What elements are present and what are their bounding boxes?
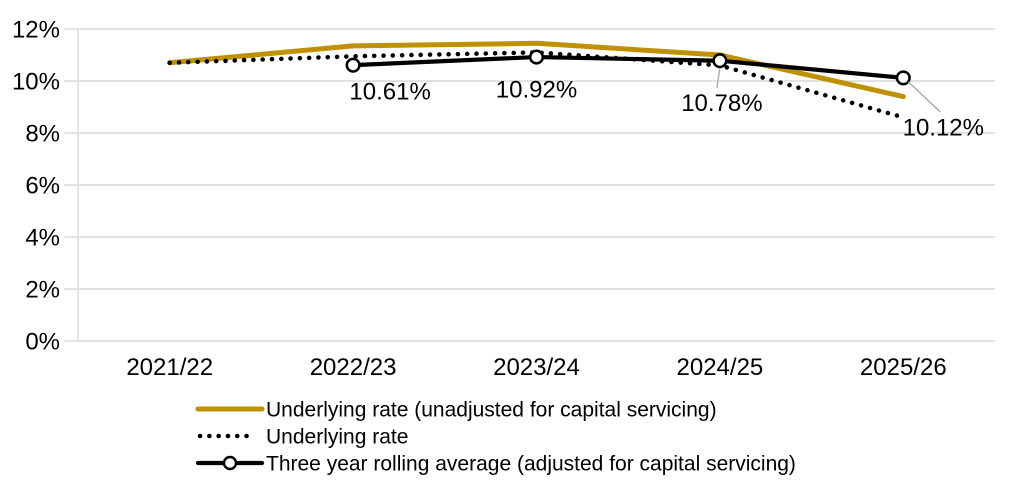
series-line-0 [167, 40, 906, 100]
y-axis-tick-label: 10% [12, 69, 60, 96]
data-point-marker [712, 53, 728, 69]
x-axis: 2021/22 2022/23 2023/24 2024/25 2025/26 [126, 354, 946, 381]
x-axis-tick-label: 2024/25 [677, 354, 764, 381]
gridlines [78, 28, 995, 342]
legend-item-1: Underlying rate [197, 426, 408, 449]
legend-item-label: Underlying rate (unadjusted for capital … [266, 399, 717, 422]
x-axis-tick-label: 2023/24 [493, 354, 580, 381]
data-point-marker [345, 57, 361, 73]
label-leader-line [907, 81, 941, 113]
y-axis-tick-label: 12% [12, 17, 60, 44]
x-axis-tick-label: 2025/26 [860, 354, 947, 381]
data-label: 10.92% [496, 77, 577, 104]
data-labels: 10.61% 10.92% 10.78% 10.12% [349, 67, 984, 141]
y-axis-tick-label: 8% [25, 121, 60, 148]
y-axis-tick-label: 0% [25, 329, 60, 356]
data-label: 10.61% [349, 79, 430, 106]
label-leader-line [716, 67, 721, 88]
data-label: 10.78% [681, 90, 762, 117]
series-lines [167, 40, 911, 120]
y-axis-tick-label: 6% [25, 173, 60, 200]
y-axis: 0% 2% 4% 6% 8% 10% 12% [12, 17, 79, 356]
y-axis-tick-label: 2% [25, 277, 60, 304]
legend-item-label: Three year rolling average (adjusted for… [266, 453, 796, 476]
data-point-marker [528, 49, 545, 65]
series-line-1 [167, 50, 906, 120]
legend-swatch-marker-2 [222, 455, 238, 471]
legend-item-0: Underlying rate (unadjusted for capital … [195, 399, 717, 422]
data-point-marker [895, 70, 911, 86]
x-axis-tick-label: 2021/22 [126, 354, 213, 381]
y-axis-tick-label: 4% [25, 225, 60, 252]
legend-item-2: Three year rolling average (adjusted for… [195, 453, 796, 476]
data-label: 10.12% [903, 114, 984, 141]
x-axis-tick-label: 2022/23 [310, 354, 397, 381]
series-line-2 [351, 54, 906, 80]
legend: Underlying rate (unadjusted for capital … [195, 399, 796, 476]
legend-item-label: Underlying rate [266, 426, 408, 449]
